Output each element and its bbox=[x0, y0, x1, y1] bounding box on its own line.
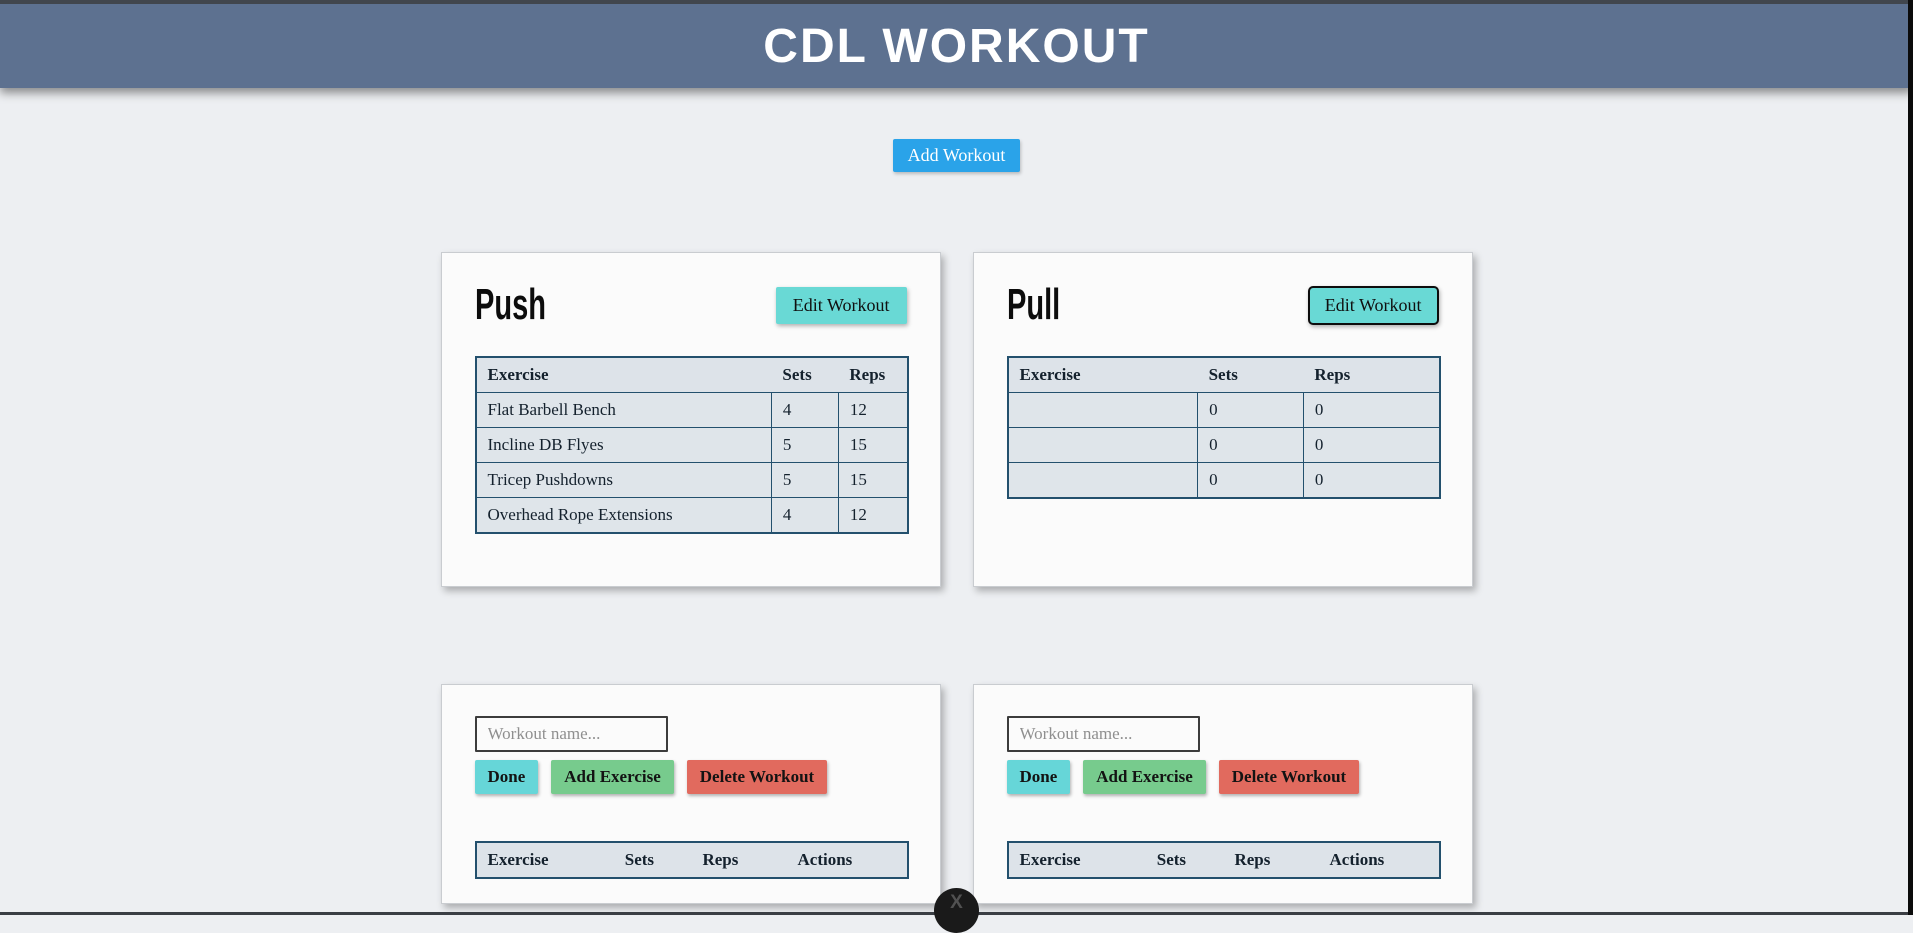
table-header-row: Exercise Sets Reps bbox=[1007, 357, 1440, 393]
add-workout-button[interactable]: Add Workout bbox=[892, 139, 1021, 172]
column-header-sets: Sets bbox=[1145, 842, 1224, 879]
exercise-table-body: Flat Barbell Bench 4 12 Incline DB Flyes 5 15… bbox=[475, 392, 909, 534]
editor-buttons: Done Add Exercise Delete Workout bbox=[474, 760, 907, 794]
table-cell: 5 bbox=[770, 427, 839, 463]
table-row: Incline DB Flyes 5 15 bbox=[475, 427, 909, 463]
table-cell: 15 bbox=[837, 462, 909, 498]
workout-editor-card-right: Done Add Exercise Delete Workout Exercis… bbox=[972, 684, 1473, 904]
column-header-actions: Actions bbox=[1318, 842, 1440, 879]
table-header-row: Exercise Sets Reps Actions bbox=[475, 842, 908, 879]
column-header-reps: Reps bbox=[1223, 842, 1319, 879]
table-row: Tricep Pushdowns 5 15 bbox=[475, 462, 909, 498]
editor-buttons: Done Add Exercise Delete Workout bbox=[1006, 760, 1439, 794]
editor-exercise-table: Exercise Sets Reps Actions bbox=[1006, 841, 1441, 879]
x-icon: X bbox=[950, 892, 963, 913]
column-header-sets: Sets bbox=[613, 842, 692, 879]
done-button[interactable]: Done bbox=[1006, 760, 1071, 794]
table-cell: 12 bbox=[837, 497, 909, 534]
column-header-exercise: Exercise bbox=[1007, 357, 1198, 393]
delete-workout-button[interactable]: Delete Workout bbox=[686, 760, 828, 794]
column-header-exercise: Exercise bbox=[475, 357, 772, 393]
page-title: CDL WORKOUT bbox=[763, 19, 1150, 73]
table-cell: Flat Barbell Bench bbox=[475, 392, 772, 428]
edit-workout-button[interactable]: Edit Workout bbox=[1307, 285, 1439, 325]
table-cell: 0 bbox=[1197, 427, 1304, 463]
card-header: Pull Edit Workout bbox=[1007, 279, 1439, 331]
table-cell: Incline DB Flyes bbox=[475, 427, 772, 463]
table-cell: 4 bbox=[770, 392, 839, 428]
exercise-table: Exercise Sets Reps Flat Barbell Bench 4 12… bbox=[474, 356, 909, 534]
table-cell bbox=[1006, 462, 1199, 499]
add-workout-row: Add Workout bbox=[0, 139, 1913, 172]
column-header-reps: Reps bbox=[1303, 357, 1440, 393]
workout-name-input[interactable] bbox=[1006, 716, 1200, 752]
workout-card-push: Push Edit Workout Exercise Sets Reps Fla… bbox=[440, 252, 941, 587]
column-header-exercise: Exercise bbox=[1007, 842, 1146, 879]
column-header-reps: Reps bbox=[838, 357, 908, 393]
table-cell: 5 bbox=[770, 462, 839, 498]
editor-cards-row: Done Add Exercise Delete Workout Exercis… bbox=[0, 684, 1913, 904]
column-header-reps: Reps bbox=[691, 842, 787, 879]
table-cell bbox=[1006, 427, 1199, 463]
workout-name: Pull bbox=[1006, 280, 1060, 329]
workout-name-input[interactable] bbox=[474, 716, 668, 752]
add-exercise-button[interactable]: Add Exercise bbox=[551, 760, 674, 794]
table-header-row: Exercise Sets Reps Actions bbox=[1007, 842, 1440, 879]
delete-workout-button[interactable]: Delete Workout bbox=[1218, 760, 1360, 794]
column-header-exercise: Exercise bbox=[475, 842, 614, 879]
app-header: CDL WORKOUT bbox=[0, 0, 1913, 88]
table-cell: 0 bbox=[1302, 462, 1441, 499]
table-row: Overhead Rope Extensions 4 12 bbox=[475, 497, 909, 534]
table-header-row: Exercise Sets Reps bbox=[475, 357, 908, 393]
column-header-sets: Sets bbox=[771, 357, 839, 393]
table-cell bbox=[1006, 392, 1199, 428]
column-header-actions: Actions bbox=[786, 842, 908, 879]
column-header-sets: Sets bbox=[1197, 357, 1304, 393]
done-button[interactable]: Done bbox=[474, 760, 539, 794]
table-cell: Overhead Rope Extensions bbox=[475, 497, 772, 534]
table-cell: 0 bbox=[1197, 462, 1304, 499]
table-cell: 15 bbox=[837, 427, 909, 463]
table-cell: 0 bbox=[1302, 392, 1441, 428]
table-row: Flat Barbell Bench 4 12 bbox=[475, 392, 909, 428]
add-exercise-button[interactable]: Add Exercise bbox=[1083, 760, 1206, 794]
right-edge-bar bbox=[1908, 0, 1913, 915]
table-cell: 0 bbox=[1197, 392, 1304, 428]
card-header: Push Edit Workout bbox=[475, 279, 907, 331]
workout-editor-card-left: Done Add Exercise Delete Workout Exercis… bbox=[440, 684, 941, 904]
table-cell: 4 bbox=[770, 497, 839, 534]
workout-cards-row: Push Edit Workout Exercise Sets Reps Fla… bbox=[0, 252, 1913, 587]
edit-workout-button[interactable]: Edit Workout bbox=[775, 286, 907, 324]
table-cell: Tricep Pushdowns bbox=[475, 462, 772, 498]
workout-name: Push bbox=[474, 280, 546, 329]
table-cell: 12 bbox=[837, 392, 909, 428]
editor-exercise-table: Exercise Sets Reps Actions bbox=[474, 841, 909, 879]
scroll-close-button[interactable]: X bbox=[934, 888, 979, 933]
table-cell: 0 bbox=[1302, 427, 1441, 463]
